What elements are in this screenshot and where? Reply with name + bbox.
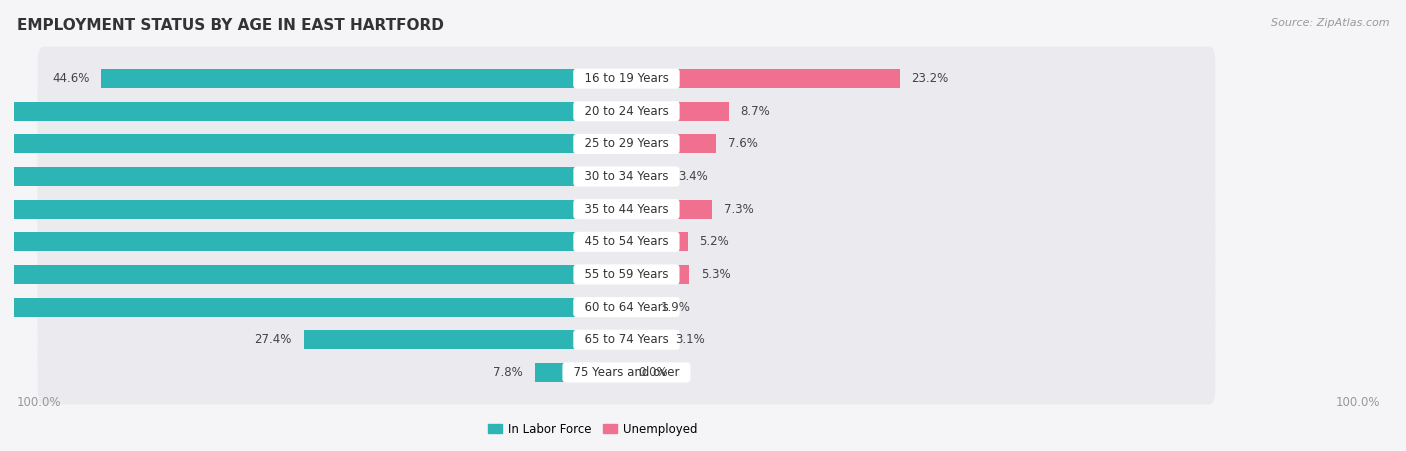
Bar bbox=[627, 232, 688, 251]
Text: 8.7%: 8.7% bbox=[741, 105, 770, 118]
Bar bbox=[0, 200, 627, 219]
Bar bbox=[0, 102, 627, 121]
FancyBboxPatch shape bbox=[38, 46, 1215, 110]
FancyBboxPatch shape bbox=[38, 308, 1215, 372]
Bar bbox=[627, 102, 728, 121]
Text: 7.8%: 7.8% bbox=[494, 366, 523, 379]
Bar bbox=[0, 134, 627, 153]
Text: Source: ZipAtlas.com: Source: ZipAtlas.com bbox=[1271, 18, 1389, 28]
Bar bbox=[101, 69, 627, 88]
Bar bbox=[0, 265, 627, 284]
Bar bbox=[0, 167, 627, 186]
FancyBboxPatch shape bbox=[38, 79, 1215, 143]
Text: 3.1%: 3.1% bbox=[675, 333, 704, 346]
Text: 3.4%: 3.4% bbox=[678, 170, 709, 183]
Text: 75 Years and over: 75 Years and over bbox=[567, 366, 688, 379]
FancyBboxPatch shape bbox=[38, 112, 1215, 176]
Bar bbox=[627, 298, 648, 317]
Bar bbox=[0, 232, 627, 251]
Bar bbox=[304, 330, 627, 349]
Text: EMPLOYMENT STATUS BY AGE IN EAST HARTFORD: EMPLOYMENT STATUS BY AGE IN EAST HARTFOR… bbox=[17, 18, 444, 33]
FancyBboxPatch shape bbox=[38, 210, 1215, 274]
Text: 0.0%: 0.0% bbox=[638, 366, 668, 379]
FancyBboxPatch shape bbox=[38, 144, 1215, 208]
Text: 7.6%: 7.6% bbox=[728, 138, 758, 150]
Text: 7.3%: 7.3% bbox=[724, 202, 754, 216]
Text: 30 to 34 Years: 30 to 34 Years bbox=[576, 170, 676, 183]
Text: 16 to 19 Years: 16 to 19 Years bbox=[576, 72, 676, 85]
Text: 60 to 64 Years: 60 to 64 Years bbox=[576, 301, 676, 313]
FancyBboxPatch shape bbox=[38, 341, 1215, 405]
Bar bbox=[0, 298, 627, 317]
Text: 23.2%: 23.2% bbox=[911, 72, 949, 85]
Bar bbox=[534, 363, 627, 382]
Bar bbox=[627, 69, 900, 88]
Text: 100.0%: 100.0% bbox=[1336, 396, 1381, 409]
FancyBboxPatch shape bbox=[38, 177, 1215, 241]
Text: 20 to 24 Years: 20 to 24 Years bbox=[576, 105, 676, 118]
Text: 25 to 29 Years: 25 to 29 Years bbox=[576, 138, 676, 150]
FancyBboxPatch shape bbox=[38, 243, 1215, 307]
Bar bbox=[627, 200, 713, 219]
Text: 27.4%: 27.4% bbox=[254, 333, 292, 346]
Bar bbox=[627, 265, 689, 284]
Text: 100.0%: 100.0% bbox=[17, 396, 60, 409]
Legend: In Labor Force, Unemployed: In Labor Force, Unemployed bbox=[488, 423, 697, 436]
Text: 1.9%: 1.9% bbox=[661, 301, 690, 313]
Bar bbox=[627, 167, 666, 186]
Text: 5.3%: 5.3% bbox=[700, 268, 730, 281]
Text: 35 to 44 Years: 35 to 44 Years bbox=[576, 202, 676, 216]
Text: 44.6%: 44.6% bbox=[52, 72, 90, 85]
Bar bbox=[627, 134, 716, 153]
Text: 5.2%: 5.2% bbox=[699, 235, 730, 249]
Text: 45 to 54 Years: 45 to 54 Years bbox=[576, 235, 676, 249]
FancyBboxPatch shape bbox=[38, 275, 1215, 339]
Bar bbox=[627, 330, 664, 349]
Text: 65 to 74 Years: 65 to 74 Years bbox=[576, 333, 676, 346]
Text: 55 to 59 Years: 55 to 59 Years bbox=[576, 268, 676, 281]
